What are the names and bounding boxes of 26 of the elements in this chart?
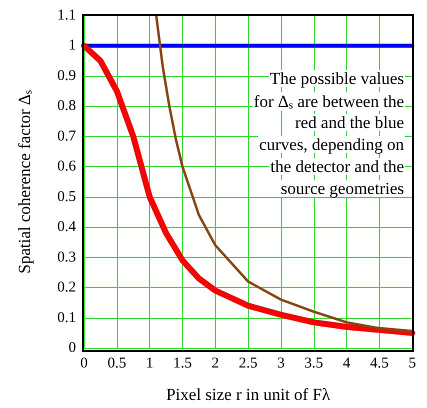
x-tick-label: 4.5 [370, 356, 389, 372]
y-tick-label: 0.1 [57, 310, 76, 326]
y-tick-label: 0.4 [57, 219, 76, 236]
x-tick-label: 1.5 [173, 356, 192, 372]
x-tick-label: 2.5 [238, 356, 258, 372]
x-tick-label: 2 [212, 356, 220, 372]
line-series [154, 14, 414, 333]
x-tick-label: 0.5 [107, 356, 126, 372]
x-tick-label: 3 [277, 356, 285, 372]
y-tick-label: 0.3 [57, 249, 76, 266]
y-tick-label: 0.9 [57, 68, 76, 84]
x-tick-label: 5 [408, 356, 416, 372]
x-tick-label: 3.5 [304, 356, 324, 372]
y-tick-label: 1 [68, 38, 76, 54]
y-tick-label: 1.1 [57, 8, 76, 24]
x-tick-label: 0 [80, 356, 88, 372]
x-tick-label: 1 [146, 356, 154, 372]
y-tick-label: 0 [68, 340, 76, 356]
y-tick-label: 0.8 [57, 98, 76, 114]
y-tick-label: 0.5 [57, 188, 76, 205]
x-axis-title: Pixel size r in unit of Fλ [166, 385, 331, 404]
x-tick-label: 4 [342, 356, 351, 372]
y-tick-label: 0.7 [57, 128, 76, 144]
y-axis-title: Spatial coherence factor Δs [15, 90, 34, 274]
y-tick-label: 0.6 [57, 158, 76, 175]
y-tick-label: 0.2 [57, 280, 76, 296]
